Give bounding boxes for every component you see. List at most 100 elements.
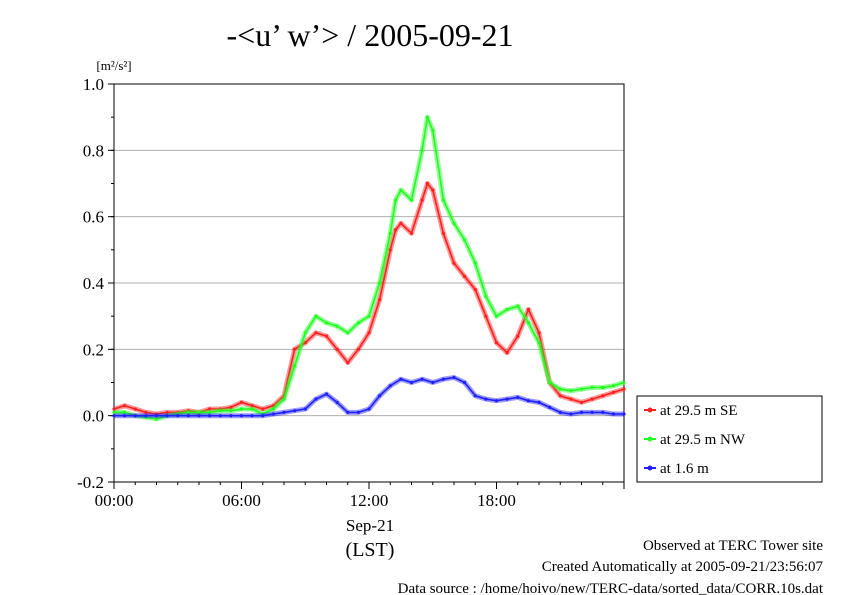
data-point [558,410,562,414]
data-point [420,198,424,202]
data-point [579,400,584,404]
data-point [431,128,435,132]
data-point [346,331,350,335]
data-point [154,417,159,421]
legend-label-2: at 29.5 m NW [660,432,746,448]
y-tick-label: 0.0 [83,407,104,426]
y-tick-label: 0.8 [83,141,104,160]
data-point [367,407,371,411]
data-point [441,231,445,235]
data-point [229,414,233,418]
data-point [409,198,414,202]
data-point [229,405,233,409]
data-point [473,394,477,398]
legend-box [636,395,823,483]
data-point [112,414,116,418]
legend: at 29.5 m SE at 29.5 m NW at 1.6 m [644,403,746,477]
data-point [425,181,429,186]
x-tick-label: 18:00 [477,491,516,510]
data-point [420,377,424,381]
data-point [441,377,445,381]
data-point [346,361,350,365]
data-point [452,375,456,380]
y-tick-label: 0.6 [83,208,104,227]
data-point [123,410,127,414]
data-point [537,341,541,345]
data-point [335,400,339,404]
data-point [569,389,573,393]
data-point [399,188,403,192]
data-point [484,294,488,298]
data-point [579,410,584,414]
data-point [165,414,169,418]
data-point [537,331,541,335]
data-point [388,248,392,252]
data-point [622,387,626,391]
data-point [282,397,286,401]
legend-marker-1 [647,407,653,413]
data-point [271,412,275,416]
data-point [452,221,456,225]
data-point [463,238,467,242]
data-point [239,407,244,411]
data-point [208,414,212,418]
data-point [250,404,254,408]
data-point [463,380,467,385]
data-point [133,407,137,411]
data-point [548,380,552,385]
data-point [324,392,329,396]
data-point [186,414,190,418]
data-point [484,397,488,401]
data-point [176,414,180,418]
data-point [356,410,360,414]
data-point [123,404,127,408]
y-tick-label: 0.4 [83,274,105,293]
data-point [399,221,403,225]
data-point [494,341,499,345]
data-point [548,405,552,409]
data-point [378,394,382,398]
data-point [569,397,573,401]
data-point [324,334,329,338]
data-point [186,410,190,414]
data-point [303,407,307,411]
data-point [441,198,445,202]
data-point [611,390,616,394]
data-point [516,395,520,399]
x-tick-label: 12:00 [350,491,389,510]
data-point [601,394,605,398]
x-tick-label: 00:00 [95,491,134,510]
data-point [590,385,594,390]
data-point [335,347,339,351]
data-point [133,414,137,418]
data-point [271,407,275,411]
data-point [399,377,403,381]
data-point [282,410,286,414]
y-axis-unit-label: [m²/s²] [96,58,131,73]
data-point [526,399,531,403]
data-point [314,331,318,335]
data-point [505,307,509,312]
data-point [239,400,244,404]
data-point [622,380,626,385]
data-point [409,380,414,385]
data-point [425,115,429,119]
chart-title: -<u’ w’> / 2005-09-21 [227,17,514,53]
data-point [261,414,265,418]
data-point [505,397,509,401]
data-point [144,414,148,418]
data-point [335,324,339,328]
data-point [356,321,360,325]
data-point [112,410,116,414]
legend-label-3: at 1.6 m [660,461,709,477]
data-point [505,351,509,355]
footer-source: Data source : /home/hoivo/new/TERC-data/… [398,581,824,595]
data-point [303,331,307,335]
y-tick-label: 0.2 [83,340,104,359]
data-point [526,307,531,312]
data-point [473,288,477,292]
data-point [324,321,329,325]
data-point [569,412,573,416]
data-point [388,384,392,388]
data-point [431,380,435,385]
